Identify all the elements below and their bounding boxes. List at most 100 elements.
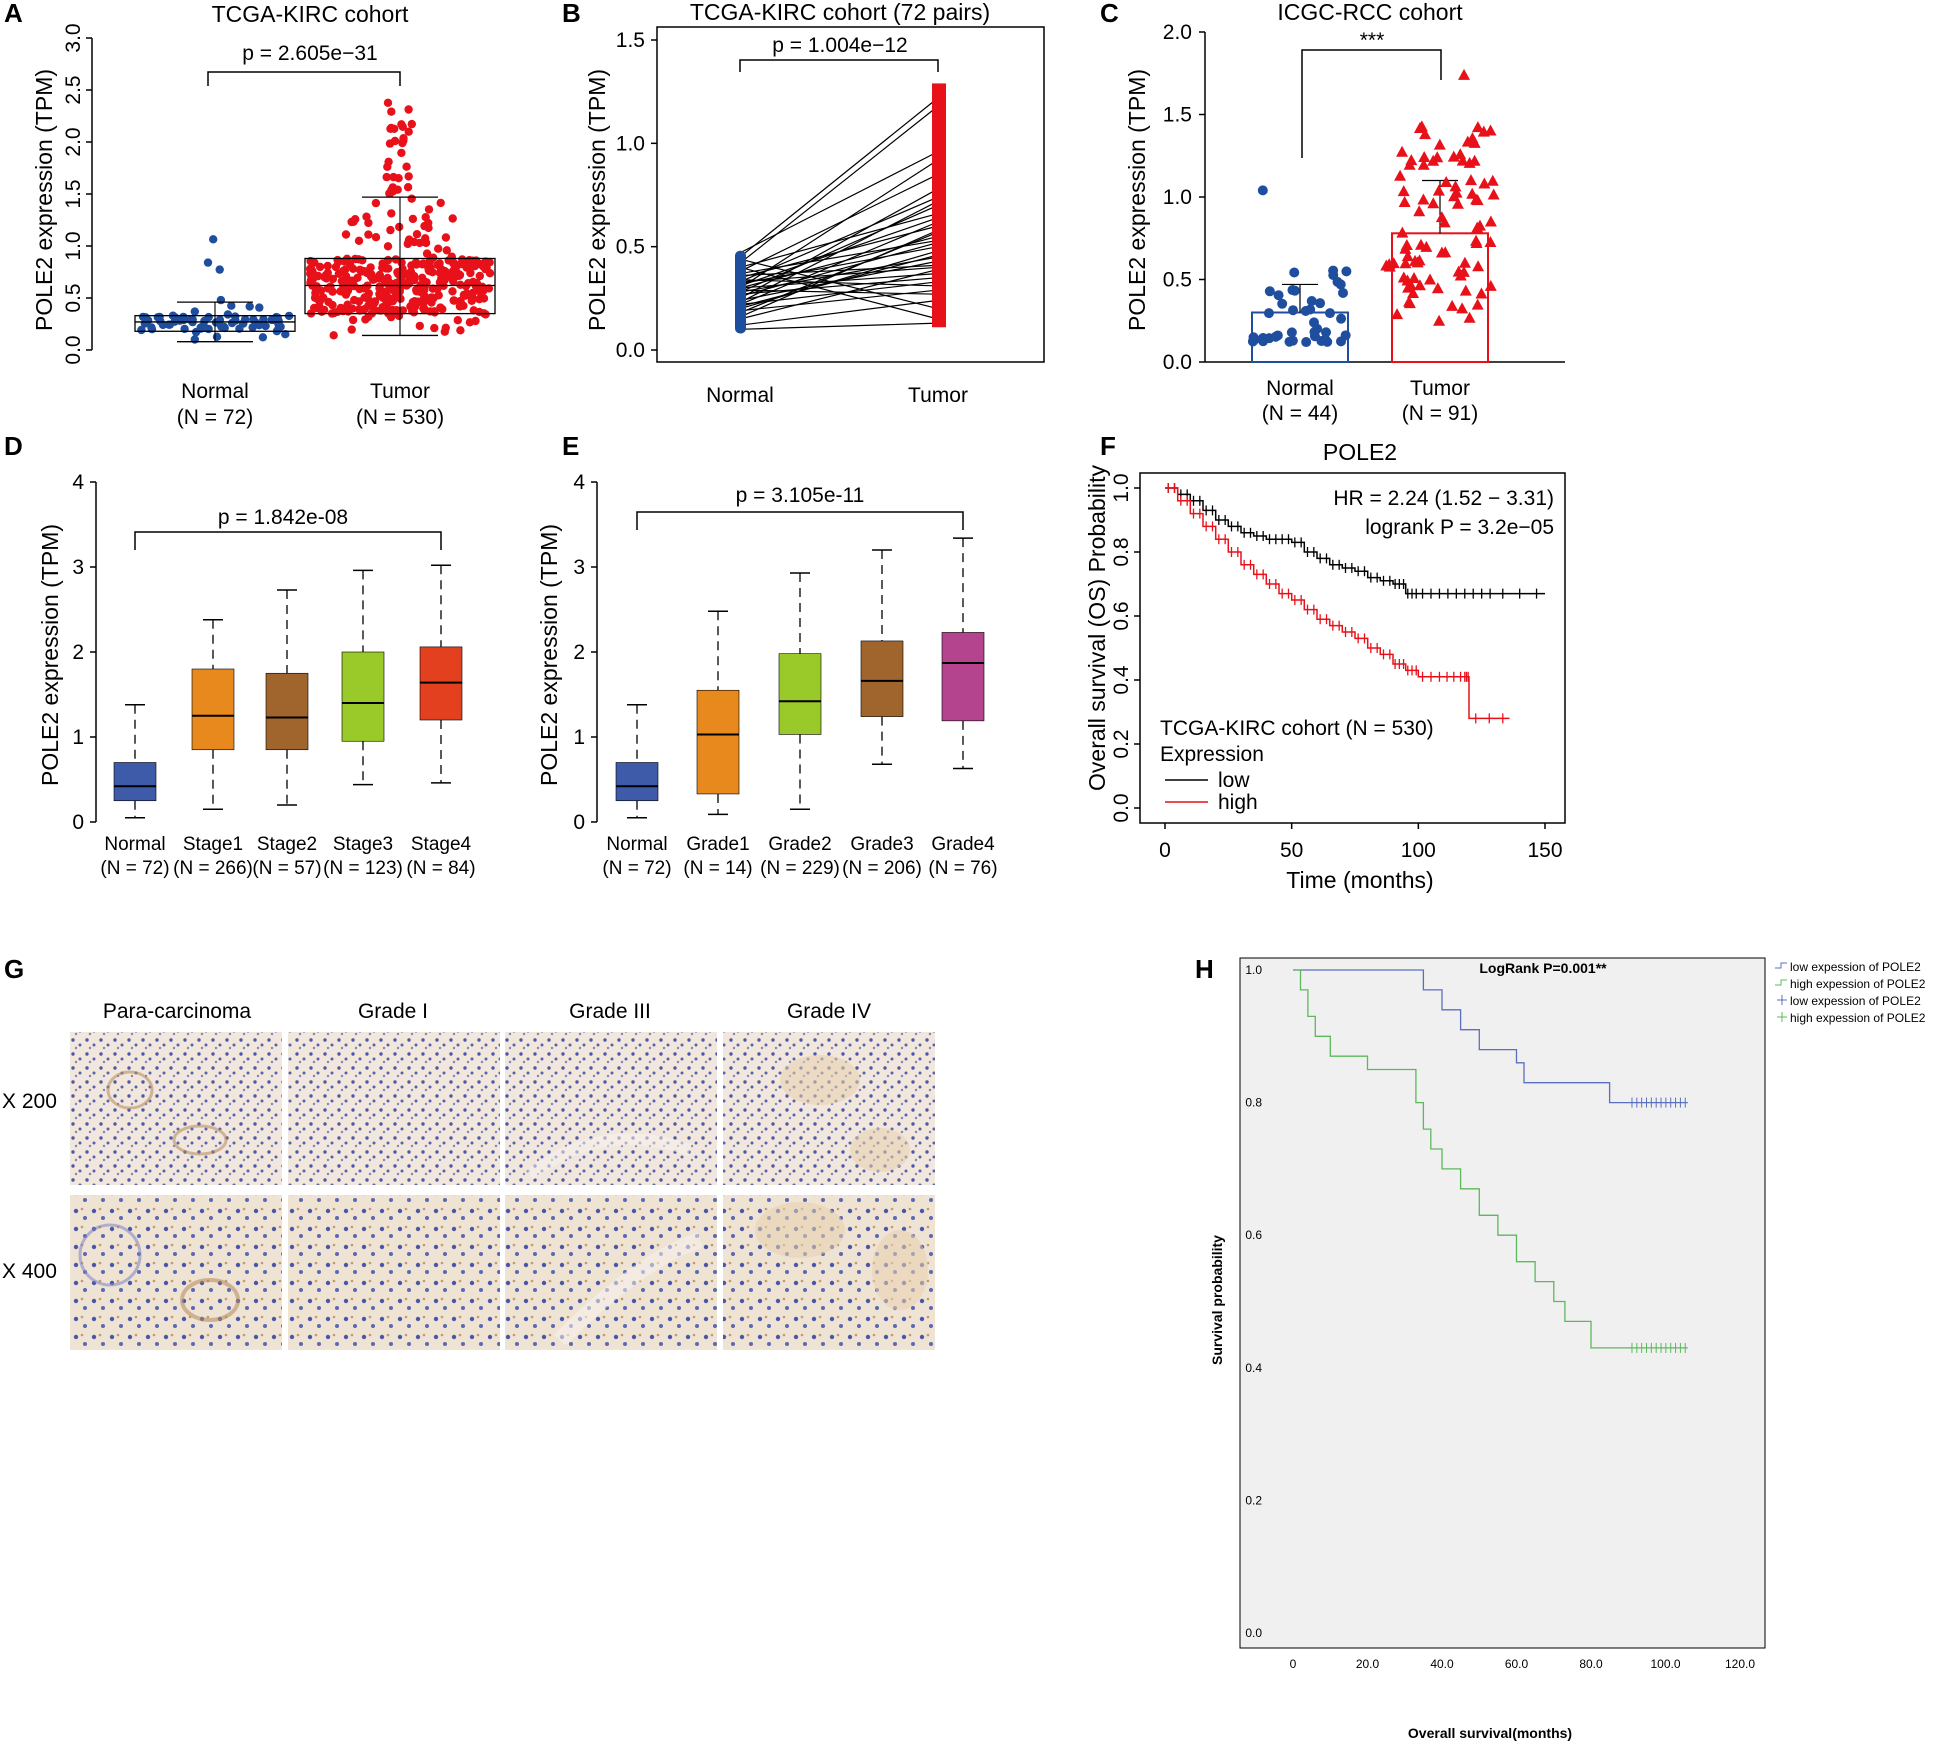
panel-c-point [1475, 287, 1488, 299]
panel-a-point [165, 320, 174, 329]
panel-b-pair-line [739, 105, 939, 264]
panel-a-point [435, 268, 444, 277]
panel-c-point [1456, 302, 1469, 314]
panel-a-point [421, 213, 430, 222]
panel-a-point [334, 269, 343, 278]
panel-box [696, 689, 740, 795]
panel-a-point [395, 222, 404, 232]
panel-c-point [1321, 327, 1332, 338]
panel-c-point [1397, 271, 1410, 283]
panel-a-point [354, 236, 364, 245]
panel-c-point [1418, 150, 1431, 162]
panel-c-point [1340, 330, 1351, 341]
panel-box [615, 762, 659, 802]
panel-b-pair-line [739, 229, 939, 318]
panel-b-ytick-label: 1.5 [616, 29, 645, 52]
panel-a-point [255, 303, 264, 312]
panel-h-ylabel: Survival probability [1209, 1235, 1225, 1365]
panel-f-ylabel: Overall survival (OS) Probability [1084, 465, 1110, 791]
panel-f-ytick-label: 1.0 [1110, 473, 1133, 502]
panel-a-point [371, 198, 381, 208]
panel-d-ylabel: POLE2 expression (TPM) [37, 524, 63, 786]
panel-b-yticks: 0.0 0.5 1.0 1.5 [616, 29, 657, 362]
panel-xtick-n: (N = 266) [173, 858, 253, 879]
ihc-tissue-features [78, 1055, 928, 1346]
panel-c-point [1413, 279, 1426, 291]
panel-a-point [386, 225, 395, 235]
panel-e-bracket [636, 511, 964, 530]
panel-a-point [337, 276, 347, 286]
panel-f-ytick-label: 0.4 [1110, 665, 1133, 695]
panel-a-point [457, 259, 466, 269]
panel-a-point [179, 315, 188, 325]
panel-c-point [1471, 221, 1484, 233]
panel-c-point [1487, 188, 1500, 200]
panel-a-point [375, 282, 384, 291]
panel-c-ytick-label: 2.0 [1163, 21, 1192, 44]
panel-d-ytick-label: 0 [72, 811, 84, 834]
panel-c-point [1433, 138, 1446, 150]
panel-a-yticks: 0.0 0.5 1.0 1.5 2.0 2.5 3.0 [62, 23, 92, 365]
panel-a-ytick-label: 2.5 [62, 75, 85, 104]
panel-c-point [1452, 265, 1465, 277]
panel-a-point [387, 107, 396, 116]
panel-b-pair-line [739, 241, 939, 297]
panel-a-point [382, 287, 391, 297]
panel-a-point [426, 263, 435, 272]
panel-a-point [433, 284, 442, 294]
panel-a-ytick-label: 0.5 [62, 283, 85, 312]
panel-a-point [217, 322, 226, 331]
panel-a-point [404, 127, 413, 136]
panel-b-pair-line [739, 289, 939, 295]
panel-h-curve [1293, 969, 1688, 1349]
panel-a-point [440, 327, 449, 336]
panel-c-xtick-tumor-n: (N = 91) [1402, 402, 1478, 425]
panel-a-point [387, 209, 396, 218]
panel-c-point [1391, 308, 1404, 320]
panel-a-point [429, 253, 438, 262]
panel-c-point [1459, 284, 1472, 296]
panel-f-xtick-label: 50 [1280, 839, 1303, 862]
panel-a-point [411, 258, 421, 267]
panel-c-point [1305, 304, 1316, 315]
panel-f-legend-low: low [1218, 769, 1250, 792]
panel-c-point [1398, 195, 1411, 207]
ihc-para-x400 [70, 1195, 282, 1350]
panel-a-point [331, 262, 341, 272]
panel-e-ytick-label: 3 [573, 556, 585, 579]
panel-h-curves [1293, 969, 1688, 1353]
panel-a-point [137, 325, 146, 335]
panel-a-point [456, 296, 465, 306]
panel-c-point [1471, 298, 1484, 310]
panel-b-pair-line [739, 151, 939, 254]
panel-c-point [1465, 174, 1478, 186]
panel-xtick-n: (N = 123) [323, 858, 403, 879]
panel-a-point [147, 325, 157, 334]
panel-a-point [448, 287, 457, 296]
panel-h-legend-3: high expession of POLE2 [1790, 1011, 1926, 1025]
panel-a-pvalue: p = 2.605e−31 [242, 42, 377, 65]
panel-c-point [1456, 154, 1469, 166]
ihc-grade1-x400 [288, 1195, 500, 1350]
panel-h-legend: low expession of POLE2 high expession of… [1775, 960, 1926, 1025]
panel-a-point [468, 293, 477, 302]
panel-a-point [342, 287, 352, 297]
panel-a-point [448, 214, 457, 223]
panel-h-ytick-label: 0.8 [1245, 1096, 1262, 1110]
panel-c-point [1450, 186, 1463, 198]
panel-h-title: LogRank P=0.001** [1479, 960, 1607, 976]
panel-b-pair-line [739, 254, 939, 308]
panel-a-point [407, 194, 416, 203]
panel-a-point [415, 321, 424, 331]
panel-a-point [311, 303, 320, 313]
panel-b-pair-line [739, 279, 939, 287]
panel-xtick-n: (N = 14) [683, 858, 752, 879]
panel-a-point [471, 282, 481, 291]
panel-a-point [438, 305, 447, 314]
panel-d-ytick-label: 4 [72, 471, 84, 494]
panel-c-point [1324, 308, 1335, 319]
panel-a-point [209, 235, 218, 244]
panel-c-point [1440, 175, 1453, 187]
panel-c-point [1403, 297, 1416, 309]
panel-a-point [347, 276, 357, 285]
